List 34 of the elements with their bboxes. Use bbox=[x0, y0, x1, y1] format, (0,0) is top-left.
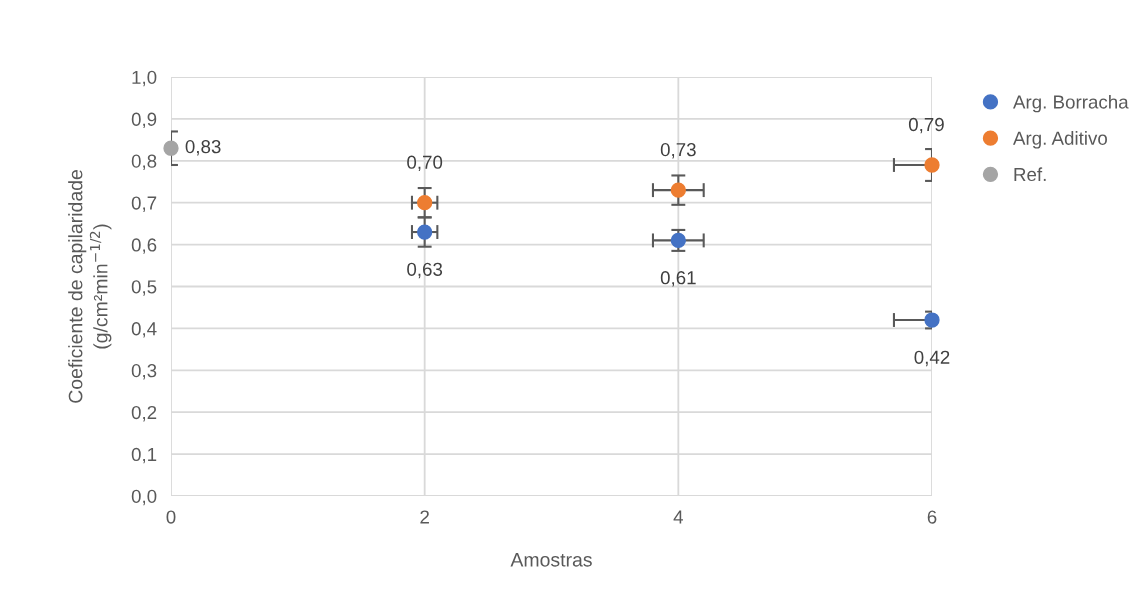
data-label: 0,83 bbox=[185, 139, 221, 156]
y-axis-title: Coeficiente de capilaridade (g/cm²min$^{−1/2}$) bbox=[68, 170, 112, 403]
point bbox=[163, 140, 179, 156]
data-label: 0,70 bbox=[407, 155, 443, 172]
point bbox=[670, 182, 686, 198]
point bbox=[417, 195, 433, 211]
point bbox=[670, 232, 686, 249]
y-tick-label: 0,7 bbox=[131, 196, 157, 212]
data-label: 0,63 bbox=[407, 262, 443, 279]
x-tick-label: 2 bbox=[420, 510, 429, 524]
x-tick-label: 4 bbox=[673, 510, 683, 524]
x-tick-label: 0 bbox=[166, 510, 176, 524]
x-axis-title: Amostras bbox=[510, 553, 592, 567]
point bbox=[924, 157, 940, 173]
data-label: 0,73 bbox=[660, 143, 696, 159]
legend-label: Arg. Aditivo bbox=[1012, 131, 1108, 149]
y-tick-label: 0,3 bbox=[131, 364, 157, 380]
y-tick-label: 0,8 bbox=[131, 154, 157, 170]
y-tick-label: 0,2 bbox=[131, 405, 157, 422]
y-tick-label: 0,5 bbox=[131, 280, 157, 296]
legend-label: Arg. Borracha bbox=[1012, 94, 1129, 113]
y-tick-label: 0,1 bbox=[131, 447, 157, 464]
point bbox=[924, 312, 940, 328]
y-tick-label: 0,0 bbox=[131, 489, 157, 506]
legend-label: Ref. bbox=[1014, 167, 1046, 182]
y-tick-label: 1,0 bbox=[132, 70, 157, 87]
y-tick-label: 0,4 bbox=[131, 322, 157, 338]
x-tick-label: 6 bbox=[927, 510, 937, 524]
data-label: 0,79 bbox=[908, 117, 944, 134]
y-tick-label: 0,6 bbox=[131, 238, 157, 254]
data-label: 0,61 bbox=[660, 271, 696, 287]
data-label: 0,42 bbox=[914, 350, 950, 367]
point bbox=[417, 224, 433, 240]
y-tick-label: 0,9 bbox=[131, 112, 157, 129]
